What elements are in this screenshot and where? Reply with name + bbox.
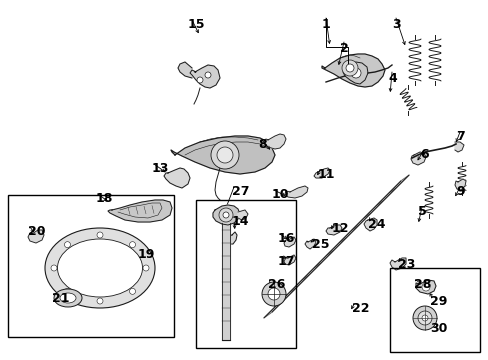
Text: 14: 14 [231, 215, 249, 228]
Circle shape [64, 242, 70, 248]
Text: 20: 20 [28, 225, 45, 238]
Text: 29: 29 [429, 295, 447, 308]
Circle shape [97, 232, 103, 238]
Polygon shape [171, 136, 274, 174]
Circle shape [417, 311, 431, 325]
Circle shape [346, 64, 353, 72]
Polygon shape [28, 230, 44, 243]
Text: 12: 12 [331, 222, 349, 235]
Text: 27: 27 [231, 185, 249, 198]
Polygon shape [285, 186, 307, 198]
Circle shape [219, 208, 232, 222]
Polygon shape [454, 179, 465, 190]
Text: 10: 10 [271, 188, 289, 201]
Text: 2: 2 [339, 42, 348, 55]
Circle shape [204, 72, 210, 78]
Ellipse shape [58, 239, 142, 297]
Text: 21: 21 [52, 292, 69, 305]
Polygon shape [389, 258, 405, 270]
Polygon shape [163, 168, 190, 188]
Circle shape [223, 212, 228, 218]
Ellipse shape [60, 293, 76, 303]
Text: 26: 26 [267, 278, 285, 291]
Text: 4: 4 [387, 72, 396, 85]
Text: 28: 28 [413, 278, 430, 291]
Text: 15: 15 [187, 18, 205, 31]
Polygon shape [305, 239, 315, 249]
Polygon shape [238, 210, 247, 220]
Text: 25: 25 [311, 238, 329, 251]
Text: 5: 5 [417, 205, 426, 218]
Text: 1: 1 [321, 18, 330, 31]
Circle shape [142, 265, 149, 271]
Text: 30: 30 [429, 322, 447, 335]
Text: 23: 23 [397, 258, 414, 271]
Polygon shape [313, 168, 329, 178]
Polygon shape [190, 65, 220, 88]
Circle shape [210, 141, 239, 169]
Polygon shape [227, 232, 237, 244]
Text: 22: 22 [351, 302, 369, 315]
Polygon shape [410, 152, 425, 165]
Circle shape [350, 68, 360, 78]
Polygon shape [454, 142, 463, 152]
Text: 18: 18 [96, 192, 113, 205]
Polygon shape [363, 218, 376, 231]
Text: 24: 24 [367, 218, 385, 231]
Bar [196, 200, 295, 348]
Polygon shape [284, 255, 295, 265]
Ellipse shape [45, 228, 155, 308]
Polygon shape [325, 225, 341, 235]
Circle shape [421, 283, 429, 291]
Circle shape [197, 77, 203, 83]
Text: 6: 6 [419, 148, 428, 161]
Polygon shape [284, 237, 295, 247]
Polygon shape [264, 175, 408, 318]
Polygon shape [213, 205, 240, 225]
Circle shape [97, 298, 103, 304]
Circle shape [262, 282, 285, 306]
Text: 17: 17 [278, 255, 295, 268]
Circle shape [267, 288, 280, 300]
Text: 9: 9 [455, 185, 464, 198]
Polygon shape [222, 223, 229, 340]
Polygon shape [321, 54, 384, 87]
Polygon shape [108, 200, 172, 222]
Text: 8: 8 [258, 138, 266, 151]
Text: 19: 19 [138, 248, 155, 261]
Circle shape [217, 147, 232, 163]
Circle shape [412, 306, 436, 330]
Polygon shape [264, 134, 285, 149]
Polygon shape [342, 62, 367, 84]
Polygon shape [415, 280, 435, 294]
Circle shape [341, 60, 357, 76]
Bar [389, 268, 479, 352]
Circle shape [129, 242, 135, 248]
Polygon shape [178, 62, 192, 78]
Circle shape [64, 288, 70, 294]
Text: 16: 16 [278, 232, 295, 245]
Circle shape [51, 265, 57, 271]
Text: 7: 7 [455, 130, 464, 143]
Text: 11: 11 [317, 168, 335, 181]
Ellipse shape [54, 289, 82, 307]
Circle shape [129, 288, 135, 294]
Bar [8, 195, 174, 337]
Text: 3: 3 [391, 18, 400, 31]
Text: 13: 13 [152, 162, 169, 175]
Circle shape [421, 315, 427, 321]
